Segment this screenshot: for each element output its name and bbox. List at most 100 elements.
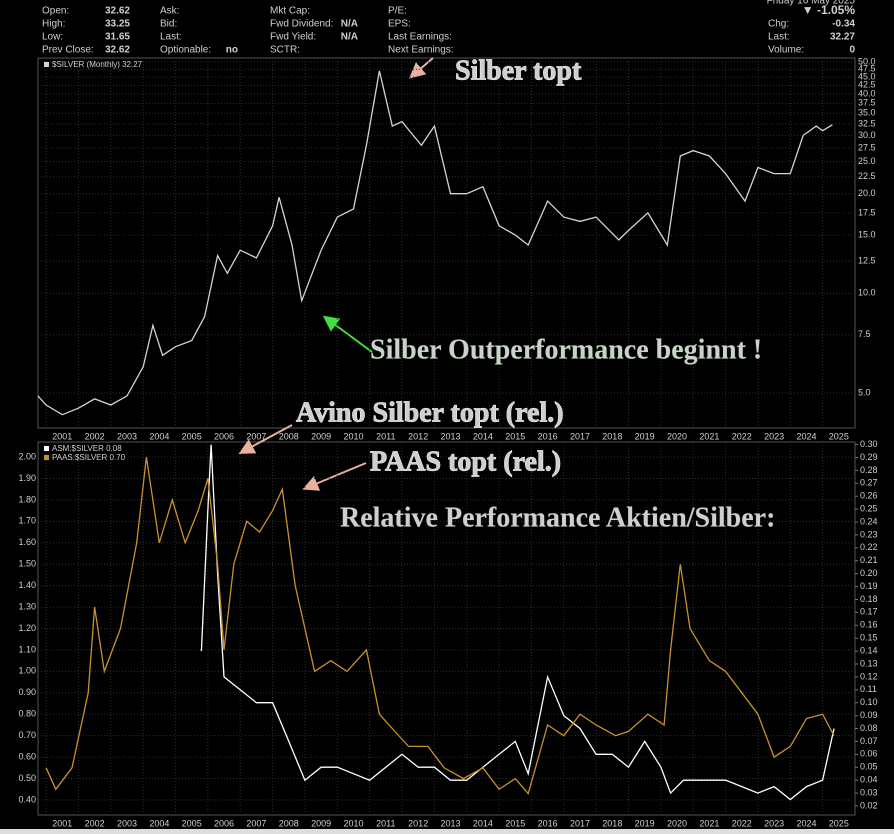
y-tick-label: 32.5 xyxy=(858,118,876,128)
x-tick-label: 2015 xyxy=(505,431,525,441)
quote-label: P/E: xyxy=(388,6,407,17)
x-tick-label: 2024 xyxy=(796,818,816,828)
y-tick-label: 12.5 xyxy=(858,256,876,266)
y-tick-label: 1.60 xyxy=(18,537,36,547)
x-tick-label: 2006 xyxy=(214,818,234,828)
x-tick-label: 2023 xyxy=(764,431,784,441)
x-tick-label: 2002 xyxy=(85,431,105,441)
quote-value: 0 xyxy=(849,45,855,56)
series-line xyxy=(200,444,835,801)
quote-label: Last: xyxy=(160,32,182,43)
x-tick-label: 2005 xyxy=(182,431,202,441)
y-tick-label: 1.20 xyxy=(18,623,36,633)
quote-value: N/A xyxy=(341,19,358,30)
y-tick-label: 27.5 xyxy=(858,142,876,152)
y2-tick-label: 0.22 xyxy=(860,542,878,552)
x-tick-label: 2009 xyxy=(311,431,331,441)
x-tick-label: 2009 xyxy=(311,818,331,828)
y-tick-label: 37.5 xyxy=(858,98,876,108)
y2-tick-label: 0.24 xyxy=(860,516,878,526)
quote-label: Fwd Yield: xyxy=(270,32,316,43)
y2-tick-label: 0.16 xyxy=(860,620,878,630)
legend-label: ASM:$SILVER 0.08 xyxy=(52,444,122,453)
quote-label: Mkt Cap: xyxy=(270,6,310,17)
y-tick-label: 0.70 xyxy=(18,730,36,740)
quote-label: Volume: xyxy=(768,45,804,56)
y2-tick-label: 0.18 xyxy=(860,594,878,604)
quote-label: Fwd Dividend: xyxy=(270,19,333,30)
annotation: PAAS topt (rel.) xyxy=(370,446,561,477)
y-tick-label: 1.70 xyxy=(18,516,36,526)
y2-tick-label: 0.08 xyxy=(860,723,878,733)
y-tick-label: 7.5 xyxy=(858,329,871,339)
x-tick-label: 2002 xyxy=(85,818,105,828)
x-tick-label: 2016 xyxy=(538,818,558,828)
x-tick-label: 2019 xyxy=(635,818,655,828)
x-tick-label: 2007 xyxy=(246,431,266,441)
x-tick-label: 2017 xyxy=(570,431,590,441)
quote-date: Friday 16 May 2025 xyxy=(767,0,856,7)
x-tick-label: 2012 xyxy=(408,431,428,441)
y-tick-label: 1.30 xyxy=(18,601,36,611)
scrollbar xyxy=(0,829,894,834)
y2-tick-label: 0.17 xyxy=(860,607,878,617)
y2-tick-label: 0.15 xyxy=(860,633,878,643)
quote-label: Chg: xyxy=(768,19,789,30)
x-tick-label: 2022 xyxy=(732,818,752,828)
x-tick-label: 2001 xyxy=(52,818,72,828)
annotation: Relative Performance Aktien/Silber: xyxy=(340,502,775,533)
y-tick-label: 25.0 xyxy=(858,156,876,166)
y-tick-label: 0.50 xyxy=(18,773,36,783)
x-tick-label: 2004 xyxy=(149,818,169,828)
legend-label: $SILVER (Monthly) 32.27 xyxy=(52,60,143,69)
x-tick-label: 2003 xyxy=(117,431,137,441)
y-tick-label: 35.0 xyxy=(858,108,876,118)
y-tick-label: 1.40 xyxy=(18,580,36,590)
y-tick-label: 40.0 xyxy=(858,88,876,98)
x-tick-label: 2020 xyxy=(667,818,687,828)
quote-label: Optionable: xyxy=(160,45,211,56)
y2-tick-label: 0.19 xyxy=(860,581,878,591)
quote-label: SCTR: xyxy=(270,45,300,56)
quote-label: Next Earnings: xyxy=(388,45,454,56)
x-tick-label: 2024 xyxy=(796,431,816,441)
annotation: Silber topt xyxy=(455,55,582,86)
x-tick-label: 2025 xyxy=(829,431,849,441)
x-tick-label: 2004 xyxy=(149,431,169,441)
y2-tick-label: 0.03 xyxy=(860,787,878,797)
y2-tick-label: 0.14 xyxy=(860,645,878,655)
x-tick-label: 2012 xyxy=(408,818,428,828)
y2-tick-label: 0.27 xyxy=(860,478,878,488)
y-tick-label: 1.00 xyxy=(18,666,36,676)
y2-tick-label: 0.11 xyxy=(860,684,877,694)
x-tick-label: 2021 xyxy=(699,818,719,828)
quote-value: -0.34 xyxy=(832,19,855,30)
annotation: Silber Outperformance beginnt ! xyxy=(370,334,762,365)
arrow xyxy=(322,315,373,353)
x-tick-label: 2013 xyxy=(441,818,461,828)
x-tick-label: 2018 xyxy=(602,818,622,828)
y-tick-label: 0.80 xyxy=(18,709,36,719)
quote-value: 32.27 xyxy=(830,32,855,43)
y-tick-label: 15.0 xyxy=(858,229,876,239)
y-tick-label: 0.40 xyxy=(18,794,36,804)
y-tick-label: 47.5 xyxy=(858,64,876,74)
y2-tick-label: 0.02 xyxy=(860,800,878,810)
x-tick-label: 2021 xyxy=(699,431,719,441)
x-tick-label: 2006 xyxy=(214,431,234,441)
y-tick-label: 20.0 xyxy=(858,188,876,198)
legend-label: PAAS:$SILVER 0.70 xyxy=(52,453,126,462)
x-tick-label: 2018 xyxy=(602,431,622,441)
x-tick-label: 2010 xyxy=(343,818,363,828)
y-tick-label: 2.00 xyxy=(18,451,36,461)
quote-value: N/A xyxy=(341,32,358,43)
y2-tick-label: 0.30 xyxy=(860,439,878,449)
quote-label: Open: xyxy=(42,6,69,17)
quote-value: 32.62 xyxy=(105,45,130,56)
x-tick-label: 2013 xyxy=(441,431,461,441)
quote-label: Last Earnings: xyxy=(388,32,452,43)
y-tick-label: 30.0 xyxy=(858,130,876,140)
y-tick-label: 1.10 xyxy=(18,644,36,654)
x-tick-label: 2010 xyxy=(343,431,363,441)
